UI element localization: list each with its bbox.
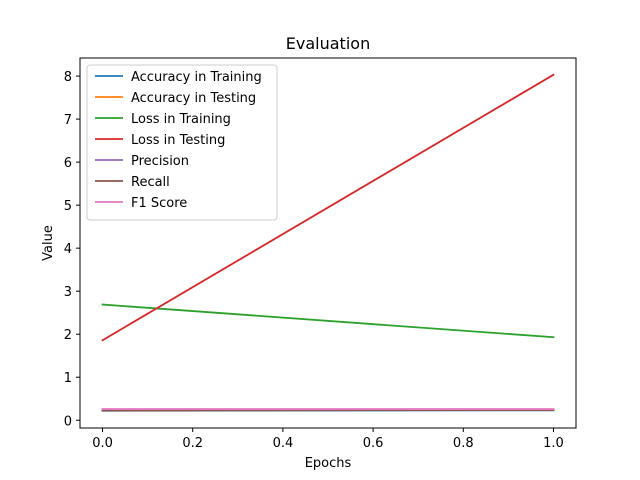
y-tick-label: 3 xyxy=(64,285,72,300)
y-tick-label: 7 xyxy=(64,113,72,128)
legend-entry: Accuracy in Training xyxy=(131,70,262,85)
y-tick-label: 4 xyxy=(64,242,72,257)
legend-entry: Precision xyxy=(131,154,189,169)
x-tick-label: 1.0 xyxy=(543,436,564,451)
legend-entry: Recall xyxy=(131,175,170,190)
y-tick-label: 5 xyxy=(64,199,72,214)
y-axis-label: Value xyxy=(41,225,56,261)
legend-entry: Accuracy in Testing xyxy=(131,91,256,106)
x-tick-label: 0.8 xyxy=(453,436,474,451)
chart-title: Evaluation xyxy=(286,34,370,53)
legend-entry: F1 Score xyxy=(131,196,187,211)
y-axis: 0 1 2 3 4 5 6 7 8 xyxy=(64,70,80,429)
x-tick-label: 0.2 xyxy=(182,436,203,451)
legend-box xyxy=(86,64,278,221)
legend: Accuracy in Training Accuracy in Testing L… xyxy=(86,64,278,221)
x-axis-label: Epochs xyxy=(305,456,352,471)
x-tick-label: 0.4 xyxy=(273,436,294,451)
series-line-3 xyxy=(101,73,555,342)
series-line-2 xyxy=(101,303,555,339)
y-tick-label: 0 xyxy=(64,414,72,429)
y-tick-label: 6 xyxy=(64,156,72,171)
y-tick-label: 8 xyxy=(64,70,72,85)
x-tick-label: 0.0 xyxy=(92,436,113,451)
legend-entry: Loss in Training xyxy=(131,112,231,127)
x-tick-label: 0.6 xyxy=(363,436,384,451)
y-tick-label: 2 xyxy=(64,328,72,343)
legend-entry: Loss in Testing xyxy=(131,133,225,148)
x-axis: 0.0 0.2 0.4 0.6 0.8 1.0 xyxy=(92,428,564,451)
plot-frame xyxy=(79,57,577,429)
y-tick-label: 1 xyxy=(64,371,72,386)
series-layer xyxy=(101,73,555,412)
